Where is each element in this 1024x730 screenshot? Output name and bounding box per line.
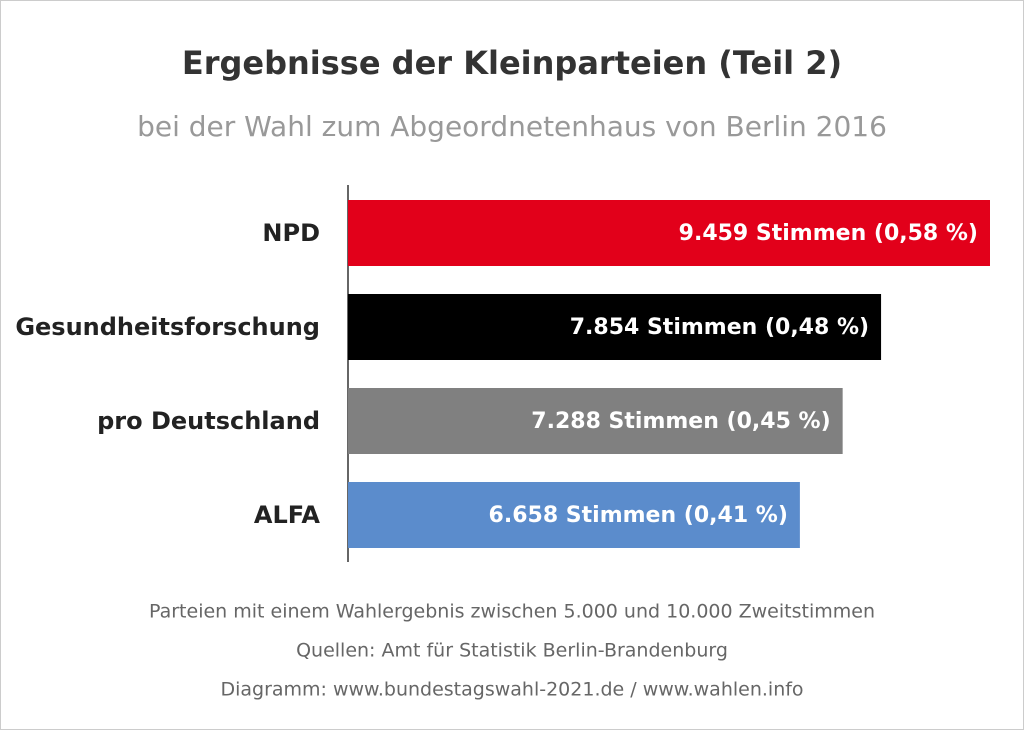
value-label: 7.854 Stimmen (0,48 %)	[570, 315, 869, 340]
footnote: Parteien mit einem Wahlergebnis zwischen…	[149, 601, 875, 623]
chart-subtitle: bei der Wahl zum Abgeordnetenhaus von Be…	[137, 110, 887, 143]
category-label: NPD	[262, 219, 320, 247]
bar	[348, 388, 843, 454]
bar	[348, 482, 800, 548]
bar	[348, 200, 990, 266]
category-label: pro Deutschland	[97, 407, 320, 435]
chart-title: Ergebnisse der Kleinparteien (Teil 2)	[182, 44, 842, 82]
value-label: 9.459 Stimmen (0,58 %)	[679, 221, 978, 246]
value-label: 7.288 Stimmen (0,45 %)	[531, 409, 830, 434]
bar	[348, 294, 882, 360]
value-label: 6.658 Stimmen (0,41 %)	[489, 503, 788, 528]
footnote: Diagramm: www.bundestagswahl-2021.de / w…	[220, 679, 803, 701]
footnote: Quellen: Amt für Statistik Berlin-Brande…	[296, 640, 728, 662]
category-label: Gesundheitsforschung	[15, 313, 320, 341]
category-label: ALFA	[254, 501, 321, 529]
